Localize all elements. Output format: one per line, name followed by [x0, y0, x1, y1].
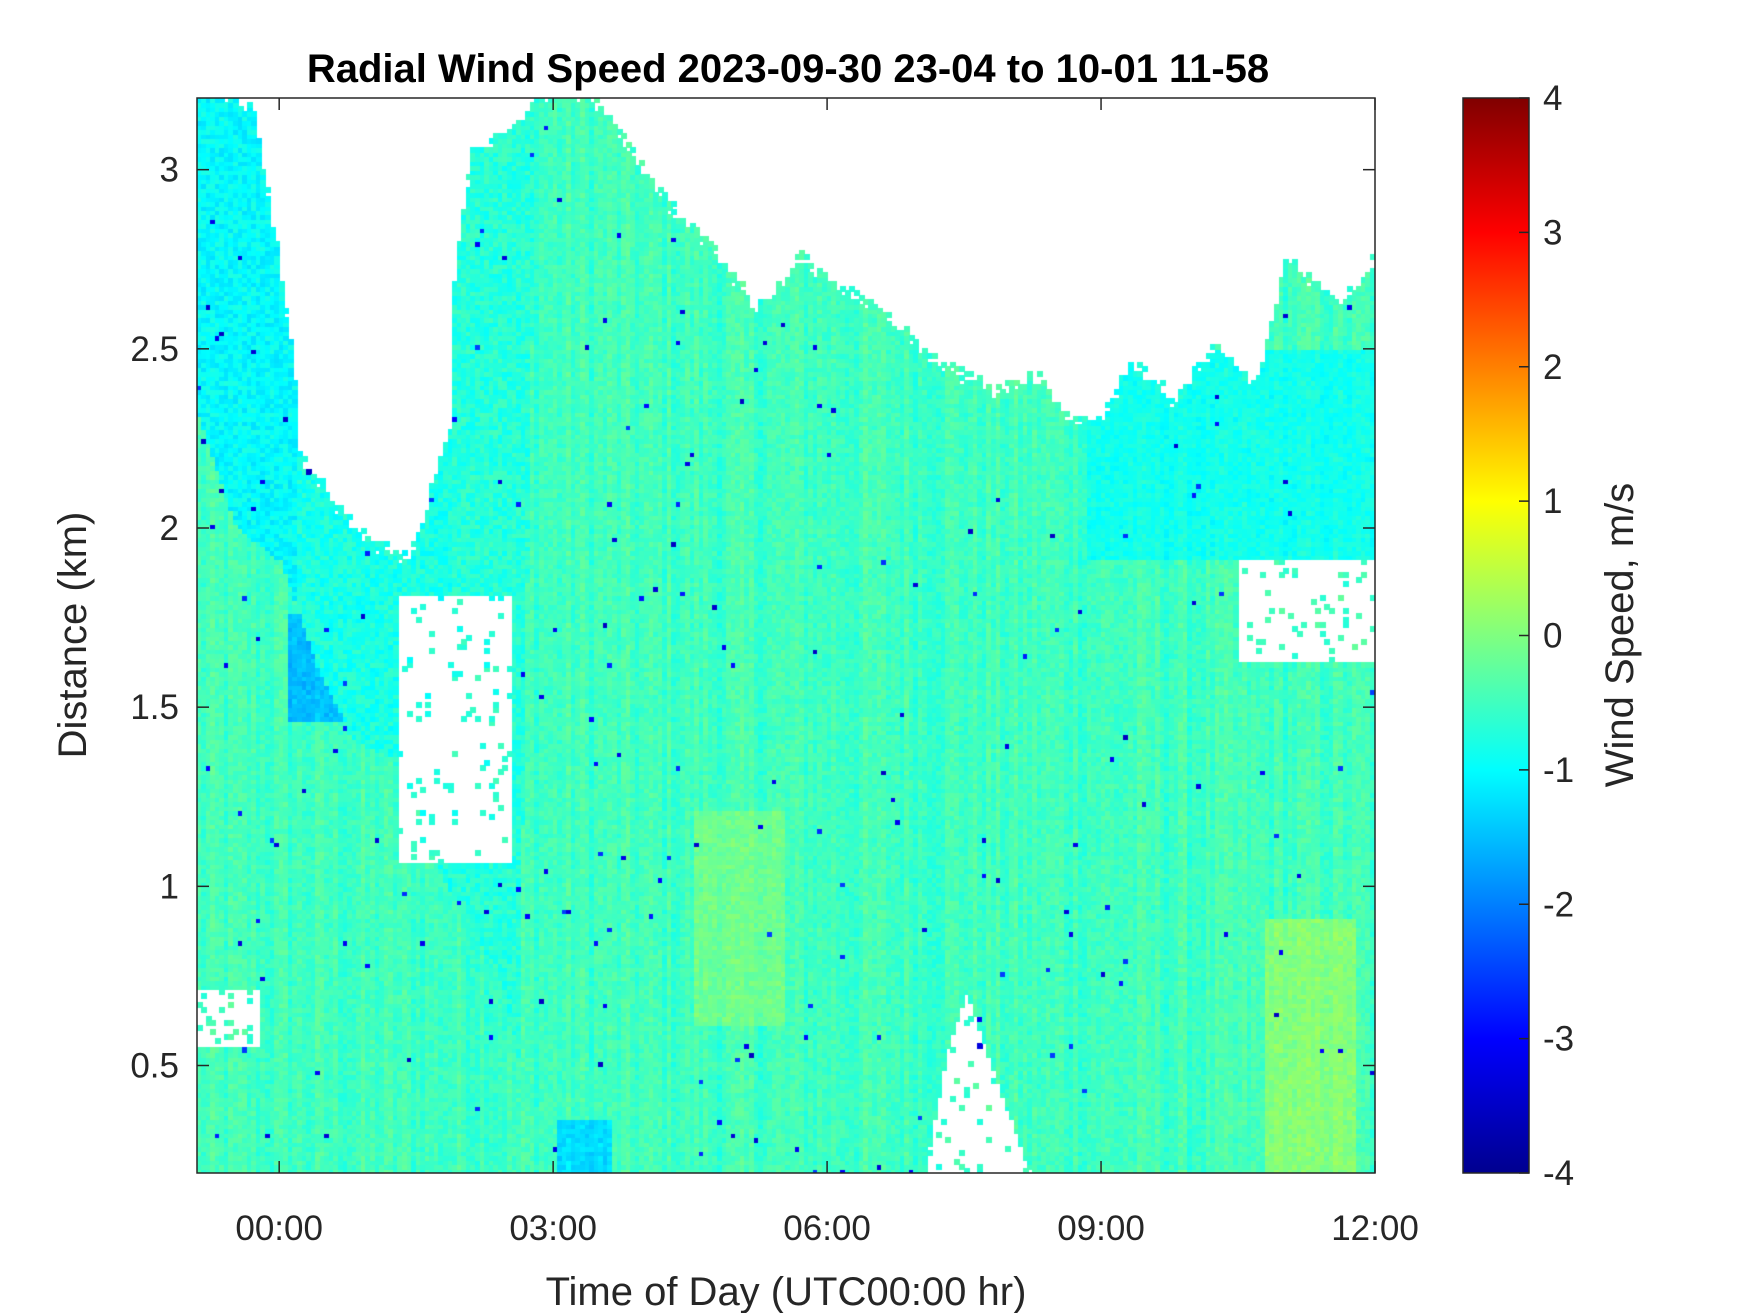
y-tick-label: 2.5: [130, 330, 179, 369]
y-tick-label: 2: [160, 509, 179, 548]
y-axis-label: Distance (km): [51, 512, 95, 759]
y-axis: 0.5 1 1.5 2 2.5 3: [130, 151, 1375, 1086]
colorbar-gradient: [1462, 97, 1530, 1174]
x-tick-label: 09:00: [1057, 1209, 1145, 1248]
y-tick-label: 1.5: [130, 688, 179, 727]
y-tick-label: 0.5: [130, 1047, 179, 1086]
colorbar-tick-label: -3: [1543, 1020, 1574, 1059]
x-axis: 00:00 03:00 06:00 09:00 12:00: [235, 98, 1419, 1248]
x-tick-label: 06:00: [783, 1209, 871, 1248]
x-tick-label: 03:00: [509, 1209, 597, 1248]
heatmap-plot-area: [196, 97, 1376, 1174]
colorbar-tick-label: -4: [1543, 1154, 1574, 1193]
colorbar-tick-label: -1: [1543, 751, 1574, 790]
colorbar-tick-label: 0: [1543, 617, 1562, 656]
x-tick-label: 12:00: [1331, 1209, 1419, 1248]
colorbar-tick-label: -2: [1543, 885, 1574, 924]
colorbar-tick-label: 3: [1543, 213, 1562, 252]
y-tick-label: 1: [160, 867, 179, 906]
x-tick-label: 00:00: [235, 1209, 323, 1248]
x-axis-label: Time of Day (UTC00:00 hr): [546, 1270, 1027, 1313]
colorbar-tick-label: 4: [1543, 79, 1562, 118]
chart-title: Radial Wind Speed 2023-09-30 23-04 to 10…: [307, 47, 1269, 91]
y-tick-label: 3: [160, 151, 179, 190]
colorbar-label: Wind Speed, m/s: [1598, 483, 1642, 788]
colorbar-tick-label: 1: [1543, 482, 1562, 521]
colorbar: -4 -3 -2 -1 0 1 2 3 4 Wind Speed, m/s: [1462, 79, 1642, 1193]
heatmap-raster-holder: [197, 98, 1375, 1173]
colorbar-tick-label: 2: [1543, 348, 1562, 387]
plot-frame: [196, 97, 1376, 1174]
